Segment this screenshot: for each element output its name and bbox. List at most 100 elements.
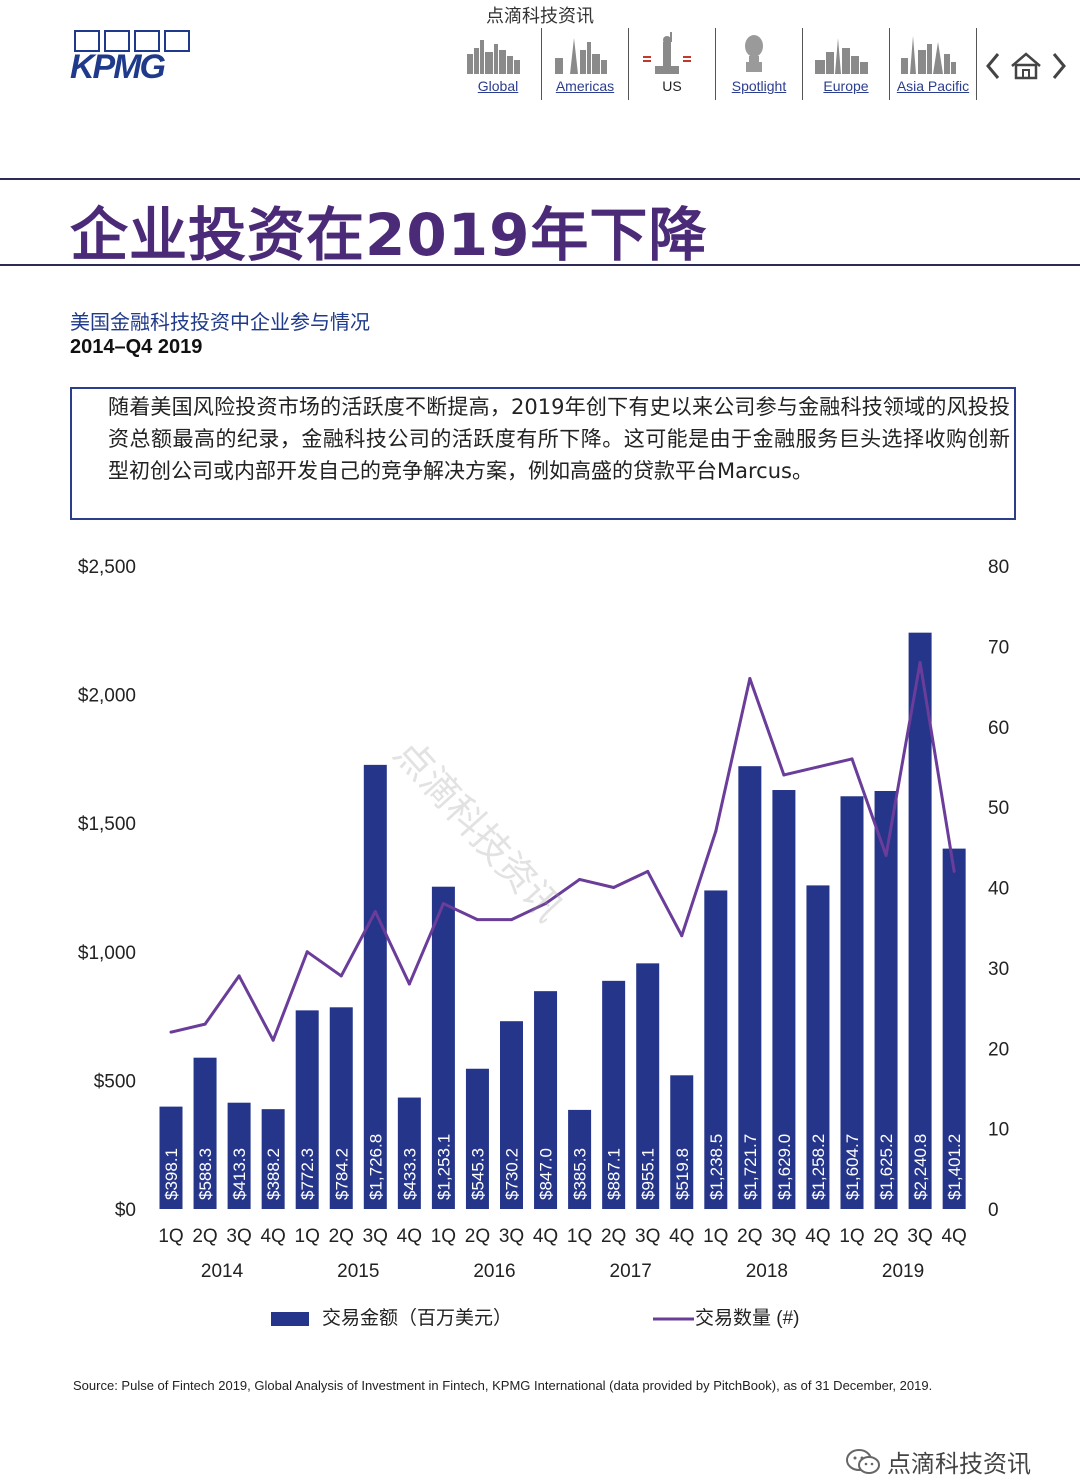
bar-value-label: $1,253.1: [434, 1134, 453, 1200]
x-year-label: 2019: [882, 1261, 924, 1282]
bar: [738, 766, 762, 1209]
nav-item-europe[interactable]: Europe: [803, 28, 890, 100]
bar: [295, 1010, 319, 1209]
page-title: 企业投资在2019年下降: [70, 201, 708, 269]
deal-count-point: [441, 902, 445, 906]
bar-value-label: $784.2: [332, 1148, 351, 1200]
nav-item-americas[interactable]: Americas: [542, 28, 629, 100]
chart-subtitle: 美国金融科技投资中企业参与情况: [70, 310, 370, 334]
nav-label-spotlight: Spotlight: [731, 78, 787, 94]
wechat-icon: [846, 1448, 880, 1474]
deal-count-point: [510, 918, 513, 922]
deal-count-point: [918, 660, 922, 664]
deal-count-point: [748, 677, 752, 681]
kpmg-logo[interactable]: KPMG: [70, 30, 192, 86]
deal-count-line: [170, 660, 956, 1042]
home-icon[interactable]: [1011, 52, 1041, 80]
deal-count-point: [271, 1038, 275, 1042]
nav-item-global[interactable]: Global: [455, 28, 542, 100]
region-nav: Global Americas US Spotlight Europe Asia…: [455, 28, 977, 100]
nav-item-us[interactable]: US: [629, 28, 716, 100]
x-quarter-label: 3Q: [635, 1226, 660, 1247]
bar-value-label: $772.3: [298, 1148, 317, 1200]
bar-value-label: $847.0: [537, 1148, 556, 1200]
x-quarter-label: 1Q: [839, 1226, 864, 1247]
logo-boxes: [74, 30, 192, 52]
americas-skyline-icon: [555, 38, 607, 74]
bar-value-label: $887.1: [605, 1148, 624, 1200]
nav-label-europe: Europe: [823, 78, 869, 94]
us-statue-icon: [643, 32, 691, 74]
x-quarter-label: 2Q: [601, 1226, 626, 1247]
global-skyline-icon: [467, 40, 520, 74]
x-quarter-label: 3Q: [907, 1226, 932, 1247]
chevron-left-icon[interactable]: [986, 53, 1000, 79]
bar-value-label: $545.3: [468, 1148, 487, 1200]
x-quarter-label: 3Q: [363, 1226, 388, 1247]
y-right-tick-label: 70: [988, 637, 1009, 658]
y-right-tick-label: 50: [988, 798, 1009, 819]
x-quarter-label: 4Q: [260, 1226, 285, 1247]
bar-value-label: $1,604.7: [843, 1134, 862, 1200]
bar: [942, 848, 966, 1209]
investment-chart: $0 $500 $1,000 $1,500 $2,000 $2,500 0 10 20 30 40 5…: [0, 540, 1080, 1365]
deal-count-point: [305, 950, 309, 954]
y-left-tick-label: $1,500: [78, 814, 136, 835]
deal-count-point: [373, 910, 377, 914]
x-year-label: 2015: [337, 1261, 379, 1282]
x-quarter-label: 1Q: [295, 1226, 320, 1247]
nav-label-global: Global: [477, 78, 519, 94]
bar: [670, 1075, 694, 1209]
deal-count-point: [680, 934, 684, 938]
nav-label-asia-pacific: Asia Pacific: [896, 78, 970, 94]
nav-label-us: US: [662, 78, 682, 94]
bar-value-label: $1,401.2: [945, 1134, 964, 1200]
deal-count-point: [169, 1030, 173, 1034]
x-quarter-label: 1Q: [567, 1226, 592, 1247]
bar: [636, 963, 660, 1209]
nav-arrows: [984, 46, 1068, 86]
y-right-tick-label: 10: [988, 1120, 1009, 1141]
bar: [772, 790, 796, 1209]
deal-count-point: [884, 853, 888, 857]
y-right-tick-label: 40: [988, 879, 1009, 900]
bar-value-label: $2,240.8: [911, 1134, 930, 1200]
bar: [908, 632, 932, 1209]
description-text: 随着美国风险投资市场的活跃度不断提高，2019年创下有史以来公司参与金融科技领域…: [108, 395, 1010, 483]
x-quarter-label: 4Q: [805, 1226, 830, 1247]
bar: [704, 890, 728, 1209]
y-right-tick-label: 60: [988, 718, 1009, 739]
x-quarter-label: 3Q: [499, 1226, 524, 1247]
deal-count-point: [237, 974, 241, 978]
bar-value-label: $588.3: [196, 1148, 215, 1200]
chart-period: 2014–Q4 2019: [70, 336, 203, 358]
deal-count-point: [339, 974, 343, 978]
bar: [363, 764, 387, 1209]
bar-value-label: $1,629.0: [775, 1134, 794, 1200]
bar: [227, 1102, 251, 1209]
y-right-tick-label: 20: [988, 1039, 1009, 1060]
bar: [431, 886, 455, 1209]
bar: [465, 1068, 489, 1209]
y-left-tick-label: $0: [115, 1200, 136, 1221]
spotlight-bust-icon: [745, 35, 763, 72]
nav-item-asia-pacific[interactable]: Asia Pacific: [890, 28, 977, 100]
bar-value-label: $385.3: [571, 1148, 590, 1200]
bar: [500, 1021, 523, 1209]
description-box: 随着美国风险投资市场的活跃度不断提高，2019年创下有史以来公司参与金融科技领域…: [70, 387, 1016, 520]
x-quarter-label: 4Q: [941, 1226, 966, 1247]
bar: [159, 1106, 183, 1209]
chevron-right-icon[interactable]: [1052, 53, 1066, 79]
bar-value-label: $1,721.7: [741, 1134, 760, 1200]
bar: [397, 1097, 421, 1209]
bar-value-label: $413.3: [230, 1148, 249, 1200]
deal-count-point: [407, 982, 411, 986]
y-right-tick-label: 80: [988, 557, 1009, 578]
deal-count-point: [816, 765, 820, 769]
wechat-account-name: 点滴科技资讯: [887, 1450, 1031, 1478]
x-quarter-label: 4Q: [669, 1226, 694, 1247]
bar-value-label: $519.8: [673, 1148, 692, 1200]
nav-item-spotlight[interactable]: Spotlight: [716, 28, 803, 100]
asia-pacific-skyline-icon: [901, 36, 956, 74]
y-right-tick-label: 0: [988, 1200, 999, 1221]
